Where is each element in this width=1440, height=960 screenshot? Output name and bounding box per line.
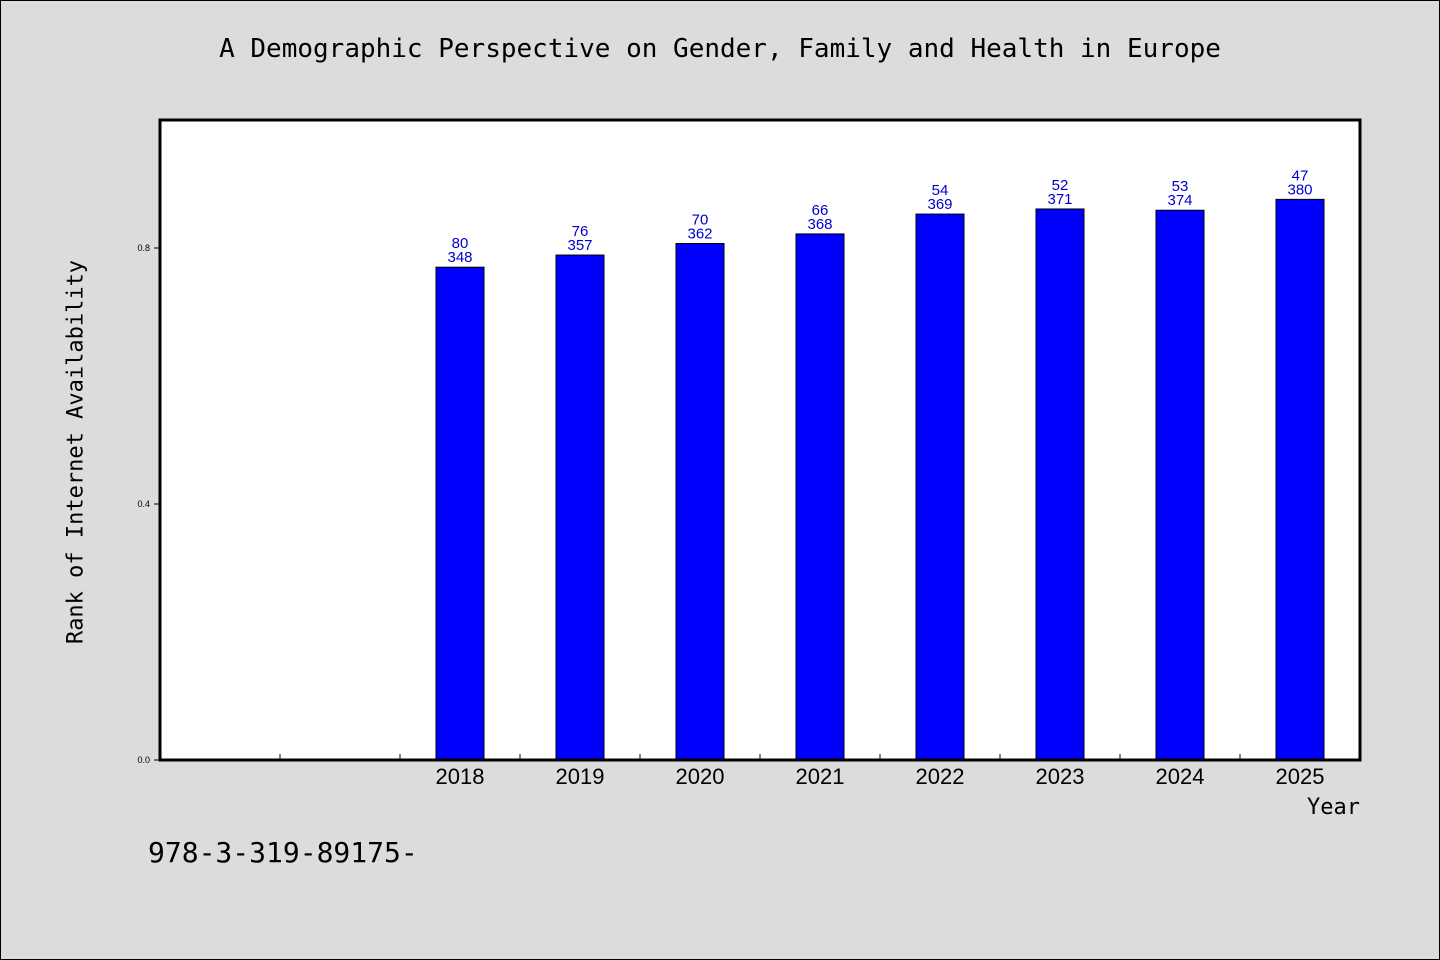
data-label-top: 70: [692, 212, 709, 229]
y-axis-title: Rank of Internet Availability: [63, 259, 89, 645]
data-label-bottom: 371: [1047, 191, 1072, 208]
footnote-isbn: 978-3-319-89175-: [148, 836, 418, 869]
x-tick-label: 2024: [1156, 764, 1205, 789]
data-label-bottom: 357: [567, 237, 592, 254]
data-label-top: 80: [452, 235, 469, 252]
data-label-top: 52: [1052, 177, 1069, 194]
data-label-top: 47: [1292, 167, 1309, 184]
bar-2025: [1275, 198, 1325, 761]
x-axis-title: Year: [1307, 795, 1360, 820]
chart-title: A Demographic Perspective on Gender, Fam…: [219, 34, 1221, 64]
data-label-bottom: 368: [807, 216, 832, 233]
x-tick-label: 2019: [556, 764, 605, 789]
x-tick-label: 2020: [676, 764, 725, 789]
data-label-bottom: 348: [447, 249, 472, 266]
y-tick-label: 0.8: [137, 243, 150, 253]
bar-2023: [1035, 208, 1085, 761]
bar-2024: [1155, 209, 1205, 761]
data-label-top: 53: [1172, 178, 1189, 195]
data-label-bottom: 369: [927, 196, 952, 213]
y-tick-label: 0.4: [137, 499, 150, 509]
data-label-top: 76: [572, 223, 589, 240]
bar-2022: [915, 213, 965, 761]
bar-2018: [435, 266, 485, 761]
y-tick-label: 0.0: [137, 755, 150, 765]
x-tick-label: 2018: [436, 764, 485, 789]
data-label-top: 66: [812, 202, 829, 219]
data-label-bottom: 374: [1167, 192, 1192, 209]
bar-2020: [675, 243, 725, 761]
x-tick-label: 2025: [1276, 764, 1325, 789]
data-label-top: 54: [932, 182, 949, 199]
x-tick-label: 2021: [796, 764, 845, 789]
x-tick-label: 2023: [1036, 764, 1085, 789]
bar-2019: [555, 254, 605, 761]
bar-2021: [795, 233, 845, 761]
data-label-bottom: 362: [687, 226, 712, 243]
x-tick-label: 2022: [916, 764, 965, 789]
data-label-bottom: 380: [1287, 181, 1312, 198]
plot-border: [158, 118, 1362, 762]
